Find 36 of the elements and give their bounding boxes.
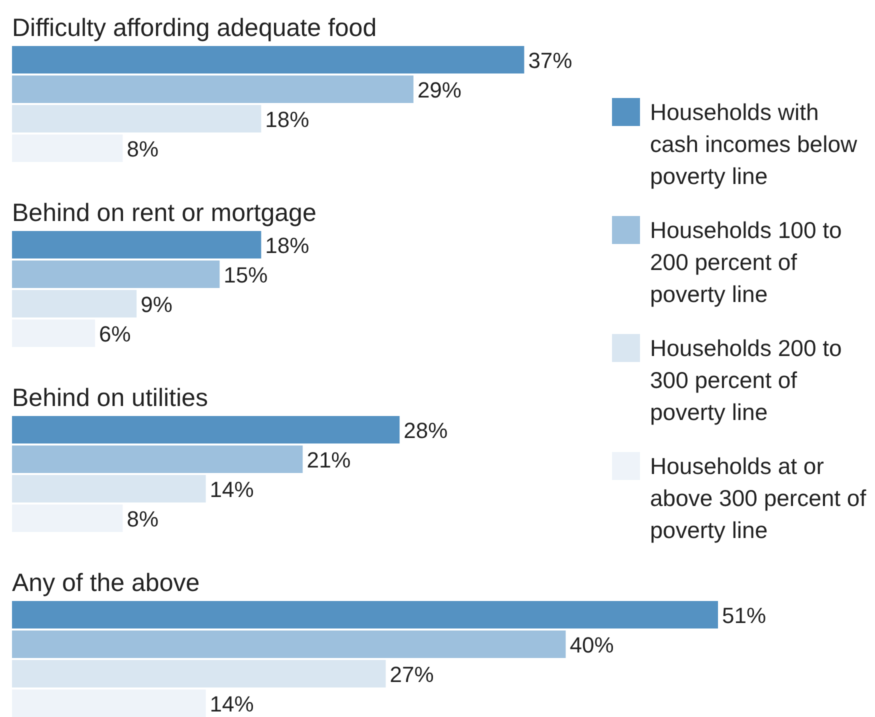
data-label: 8% xyxy=(126,506,159,532)
data-label: 51% xyxy=(722,602,766,628)
bar xyxy=(12,660,386,688)
data-label: 18% xyxy=(265,106,310,132)
bar xyxy=(12,76,414,103)
data-label: 40% xyxy=(570,632,614,658)
bar xyxy=(12,290,137,318)
bar xyxy=(12,601,718,628)
data-label: 9% xyxy=(140,292,172,317)
data-label: 21% xyxy=(306,447,351,472)
legend-label: Households with cash incomes below poverty line xyxy=(650,99,858,189)
data-label: 27% xyxy=(390,662,434,687)
data-label: 29% xyxy=(417,77,462,102)
legend-label: Households 100 to 200 percent of poverty line xyxy=(650,217,842,307)
legend-label: Households at or above 300 percent of poverty line xyxy=(650,453,867,543)
data-label: 8% xyxy=(126,136,159,162)
bar xyxy=(12,46,524,74)
y-tick-label: Any of the above xyxy=(12,569,200,597)
bar xyxy=(12,231,262,258)
data-label: 15% xyxy=(224,262,268,288)
y-tick-label: Difficulty affording adequate food xyxy=(12,14,377,42)
data-label: 28% xyxy=(404,418,448,443)
bar xyxy=(12,105,262,132)
data-label: 14% xyxy=(210,691,254,716)
bar xyxy=(12,416,400,444)
bar xyxy=(12,630,566,658)
y-tick-label: Behind on utilities xyxy=(12,384,208,412)
bar xyxy=(12,446,303,473)
data-label: 6% xyxy=(99,321,131,346)
data-label: 37% xyxy=(528,48,572,73)
data-label: 18% xyxy=(265,232,310,258)
bar xyxy=(12,475,206,502)
data-label: 14% xyxy=(210,476,254,502)
y-tick-label: Behind on rent or mortgage xyxy=(12,199,316,227)
bar xyxy=(12,260,220,288)
legend-label: Households 200 to 300 percent of poverty line xyxy=(650,335,842,425)
